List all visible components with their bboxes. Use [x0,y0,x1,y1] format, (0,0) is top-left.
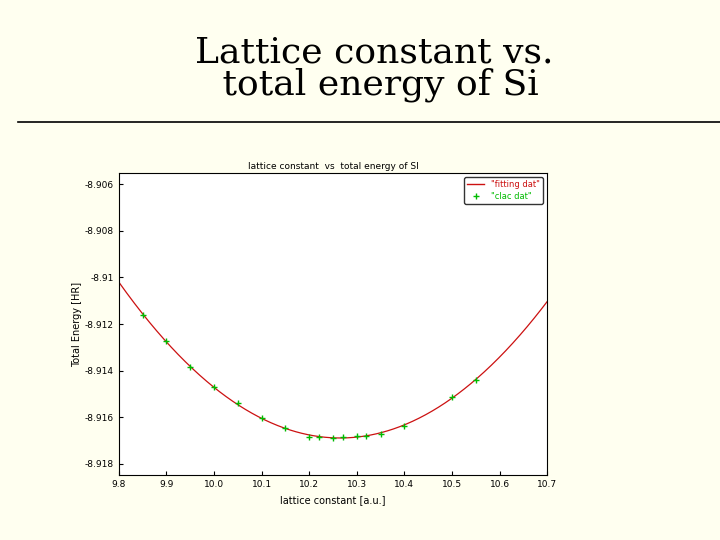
Title: lattice constant  vs  total energy of SI: lattice constant vs total energy of SI [248,161,418,171]
Legend: "fitting dat", "clac dat": "fitting dat", "clac dat" [464,177,543,204]
Text: total energy of Si: total energy of Si [210,68,539,102]
Text: Lattice constant vs.: Lattice constant vs. [195,35,554,69]
Y-axis label: Total Energy [HR]: Total Energy [HR] [72,281,82,367]
X-axis label: lattice constant [a.u.]: lattice constant [a.u.] [280,495,386,504]
